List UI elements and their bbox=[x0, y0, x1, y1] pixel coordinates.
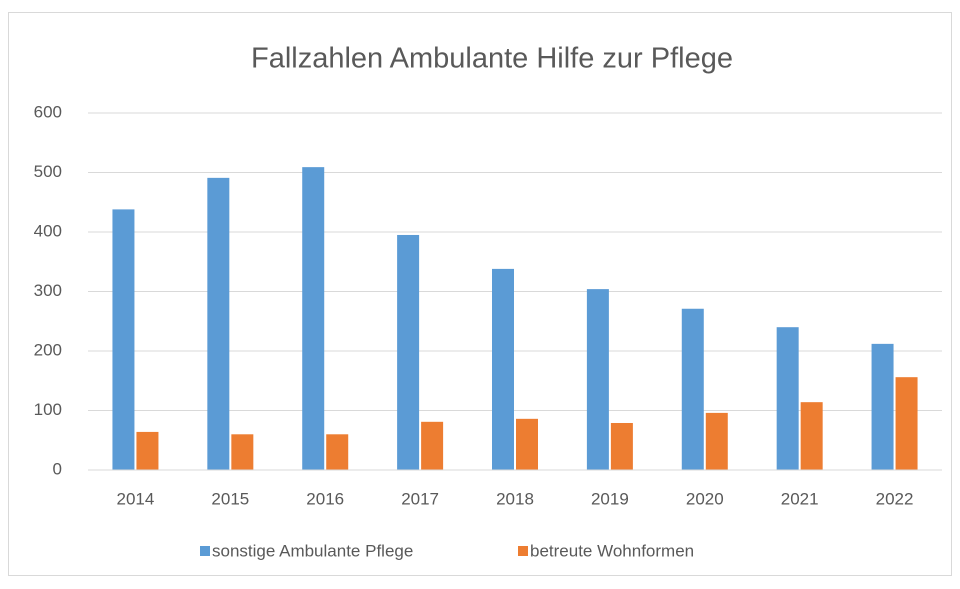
bar bbox=[492, 268, 514, 470]
x-tick-label: 2019 bbox=[591, 489, 629, 508]
bar bbox=[136, 431, 159, 470]
x-tick-label: 2017 bbox=[401, 489, 439, 508]
legend-swatch bbox=[518, 546, 528, 556]
legend-label: betreute Wohnformen bbox=[530, 541, 694, 560]
bar bbox=[800, 402, 823, 470]
bar bbox=[705, 412, 728, 470]
bar bbox=[397, 234, 420, 470]
bar bbox=[586, 289, 609, 470]
bar bbox=[610, 422, 633, 470]
y-tick-label: 0 bbox=[53, 459, 62, 478]
bar bbox=[326, 434, 349, 470]
y-tick-label: 100 bbox=[34, 400, 62, 419]
y-tick-label: 500 bbox=[34, 162, 62, 181]
y-tick-label: 400 bbox=[34, 221, 62, 240]
bar bbox=[681, 308, 704, 470]
bar bbox=[231, 434, 254, 470]
bar bbox=[516, 418, 538, 470]
x-tick-label: 2020 bbox=[686, 489, 724, 508]
bar bbox=[871, 343, 894, 470]
x-tick-label: 2016 bbox=[306, 489, 344, 508]
y-tick-label: 600 bbox=[34, 102, 62, 121]
bar bbox=[302, 167, 325, 470]
legend-label: sonstige Ambulante Pflege bbox=[212, 541, 413, 560]
x-tick-label: 2014 bbox=[117, 489, 155, 508]
x-tick-label: 2022 bbox=[876, 489, 914, 508]
chart-border bbox=[8, 12, 952, 576]
bar bbox=[421, 421, 444, 470]
bar bbox=[112, 209, 135, 470]
bar bbox=[776, 327, 799, 470]
legend-swatch bbox=[200, 546, 210, 556]
x-tick-label: 2015 bbox=[211, 489, 249, 508]
y-tick-label: 200 bbox=[34, 340, 62, 359]
chart-title: Fallzahlen Ambulante Hilfe zur Pflege bbox=[251, 43, 733, 75]
x-tick-label: 2021 bbox=[781, 489, 819, 508]
y-tick-label: 300 bbox=[34, 281, 62, 300]
bar bbox=[207, 177, 230, 471]
bar bbox=[895, 377, 918, 470]
x-tick-label: 2018 bbox=[496, 489, 534, 508]
